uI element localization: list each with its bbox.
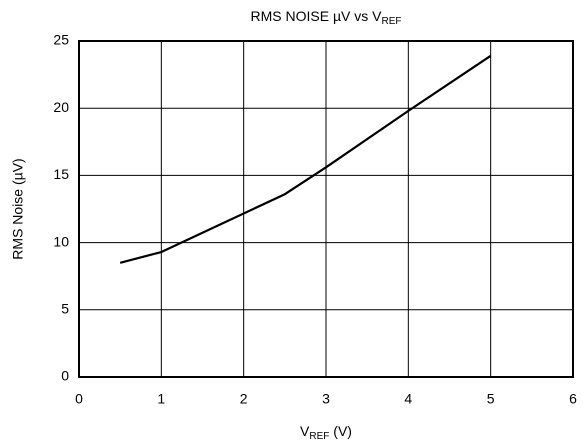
line-series [119, 54, 492, 264]
y-tick-label: 20 [53, 99, 69, 115]
y-tick-label: 15 [53, 166, 69, 182]
plot-frame [78, 40, 574, 378]
x-axis-label: VREF (V) [300, 423, 352, 442]
title-main: RMS NOISE µV vs V [251, 8, 383, 24]
x-tick-label: 6 [569, 391, 577, 407]
x-tick-label: 0 [75, 391, 83, 407]
y-axis-label: RMS Noise (µV) [10, 158, 26, 259]
y-tick-label: 0 [61, 368, 69, 384]
title-subscript: REF [381, 16, 401, 27]
chart-title: RMS NOISE µV vs VREF [251, 8, 402, 27]
x-tick-label: 5 [487, 391, 495, 407]
xlabel-subscript: REF [309, 431, 329, 442]
x-tick-label: 3 [322, 391, 330, 407]
xlabel-main: V [300, 423, 310, 439]
x-tick-label: 1 [157, 391, 165, 407]
y-tick-label: 5 [61, 301, 69, 317]
y-tick-label: 10 [53, 233, 69, 249]
xlabel-unit: (V) [329, 423, 352, 439]
y-tick-label: 25 [53, 32, 69, 48]
x-tick-label: 2 [240, 391, 248, 407]
x-tick-label: 4 [404, 391, 412, 407]
